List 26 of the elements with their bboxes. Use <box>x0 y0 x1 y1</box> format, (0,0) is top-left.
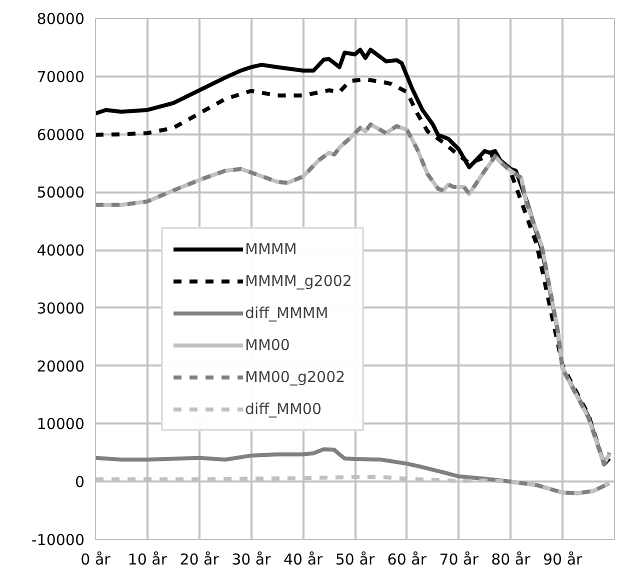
legend-label: MM00_g2002 <box>245 368 346 386</box>
x-tick-label: 30 år <box>232 550 272 568</box>
y-tick-label: 20000 <box>36 357 84 376</box>
x-tick-label: 90 år <box>542 550 584 568</box>
legend-label: MMMM <box>245 240 297 258</box>
y-tick-label: 70000 <box>36 68 84 86</box>
legend-label: diff_MMMM <box>245 304 328 322</box>
x-tick-label: 40 år <box>283 550 324 568</box>
legend-label: MM00 <box>245 336 290 354</box>
x-tick-label: 70 år <box>439 550 480 568</box>
y-tick-label: 30000 <box>36 299 84 318</box>
x-tick-label: 0 år <box>80 550 112 568</box>
x-tick-label: 10 år <box>128 550 168 568</box>
y-tick-label: 60000 <box>36 126 84 144</box>
x-tick-label: 80 år <box>491 550 532 568</box>
x-tick-label: 60 år <box>387 550 428 568</box>
y-tick-label: 50000 <box>36 184 84 202</box>
y-tick-label: -10000 <box>31 531 85 549</box>
y-tick-label: 0 <box>74 473 85 492</box>
legend-label: diff_MM00 <box>245 400 322 418</box>
y-tick-label: 10000 <box>36 415 84 434</box>
legend-label: MMMM_g2002 <box>245 272 352 290</box>
y-tick-label: 80000 <box>36 10 84 28</box>
x-tick-label: 20 år <box>180 550 220 568</box>
x-tick-label: 50 år <box>335 550 376 568</box>
y-tick-label: 40000 <box>36 242 84 260</box>
